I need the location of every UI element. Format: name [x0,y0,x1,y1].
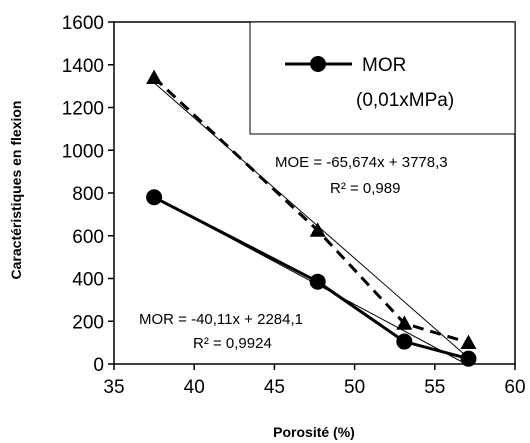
moe-r2-label: R² = 0,989 [330,180,400,197]
mor-point [146,189,163,206]
y-axis-title: Caractéristiques en flexion [8,101,24,280]
moe-equation-label: MOE = -65,674x + 3778,3 [275,154,448,171]
y-tick-label: 200 [72,312,104,333]
y-tick-label: 1600 [62,13,104,34]
moe-series-line [153,76,469,345]
moe-point [309,222,326,237]
mor-point [460,350,477,367]
ticks-layer: 0 200 400 600 800 1000 1200 1400 1600 35 40 45 50 55 6… [62,13,526,398]
y-tick-label: 400 [72,270,104,291]
x-tick-label: 35 [103,377,124,398]
y-tick-label: 1400 [62,56,104,77]
legend-mor-label: MOR [362,55,406,76]
y-tick-label: 1200 [62,99,104,120]
y-tick-label: 800 [72,184,104,205]
mor-equation-label: MOR = -40,11x + 2284,1 [139,311,303,328]
legend-mor-unit: (0,01xMPa) [356,90,454,111]
mor-r2-label: R² = 0,9924 [193,335,272,352]
mor-series-line [153,195,469,361]
mor-point [396,333,413,350]
moe-point [146,69,163,84]
y-tick-label: 1000 [62,141,104,162]
moe-trendline [153,82,469,359]
markers-layer [146,69,477,367]
moe-point [460,334,477,350]
x-tick-label: 40 [184,377,205,398]
legend-mor-marker [310,56,326,72]
x-tick-label: 45 [264,377,285,398]
x-tick-label: 55 [424,377,445,398]
legend-box [249,21,516,135]
x-tick-label: 60 [504,377,525,398]
legend: MOR (0,01xMPa) [249,21,516,135]
x-tick-label: 50 [344,377,365,398]
y-tick-label: 0 [93,355,104,376]
moe-point [396,315,413,330]
mor-point [309,273,326,290]
series-layer [153,76,469,361]
y-tick-label: 600 [72,227,104,248]
x-axis-title: Porosité (%) [273,424,355,440]
